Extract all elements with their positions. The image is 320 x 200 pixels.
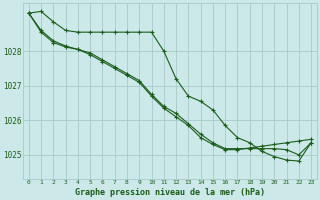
X-axis label: Graphe pression niveau de la mer (hPa): Graphe pression niveau de la mer (hPa): [75, 188, 265, 197]
